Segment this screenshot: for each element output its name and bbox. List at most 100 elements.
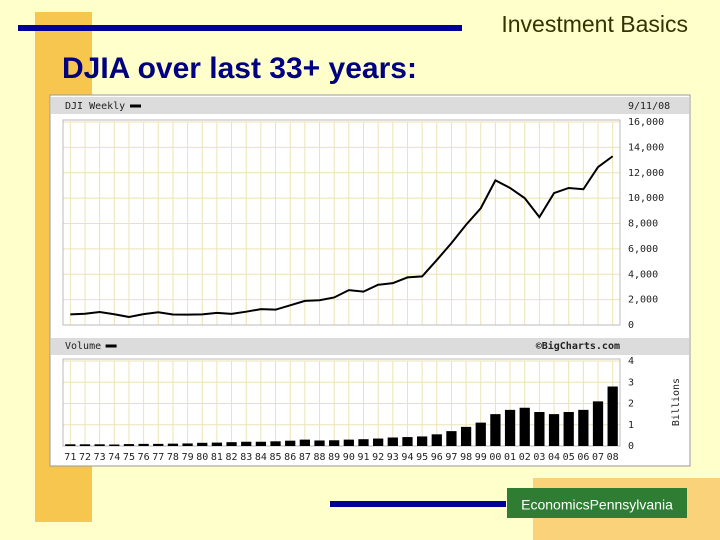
- volume-bar: [109, 444, 120, 446]
- x-tick-label: 89: [328, 452, 340, 463]
- y-tick-label: 2,000: [628, 295, 658, 306]
- volume-bar: [358, 439, 369, 446]
- x-tick-label: 87: [299, 452, 311, 463]
- x-tick-label: 77: [152, 452, 164, 463]
- volume-bar: [314, 440, 325, 446]
- legend-swatch: [105, 344, 117, 348]
- x-tick-label: 79: [182, 452, 194, 463]
- volume-bar: [446, 431, 457, 446]
- volume-bar: [460, 426, 472, 446]
- x-tick-label: 76: [138, 452, 150, 463]
- volume-bar: [197, 442, 208, 446]
- volume-bar: [167, 443, 179, 446]
- volume-bar: [329, 440, 340, 446]
- volume-bar: [299, 439, 310, 446]
- x-tick-label: 96: [431, 452, 443, 463]
- header: Investment Basics: [501, 11, 688, 37]
- volume-bar: [431, 434, 442, 446]
- volume-bar: [138, 443, 149, 446]
- x-tick-label: 06: [577, 452, 589, 463]
- y-tick-label: 14,000: [628, 142, 664, 153]
- volume-bar: [607, 386, 618, 446]
- volume-bar: [373, 438, 384, 446]
- top-rule: [18, 25, 462, 31]
- volume-bar: [211, 442, 223, 446]
- volume-bar: [182, 443, 193, 446]
- x-tick-label: 74: [108, 452, 120, 463]
- x-tick-label: 02: [519, 452, 531, 463]
- x-tick-label: 98: [460, 452, 472, 463]
- x-tick-label: 92: [372, 452, 384, 463]
- x-tick-label: 80: [196, 452, 208, 463]
- volume-bar: [255, 441, 267, 446]
- volume-bar: [578, 409, 589, 446]
- x-tick-label: 94: [401, 452, 413, 463]
- x-tick-label: 84: [255, 452, 267, 463]
- y-tick-label: 6,000: [628, 244, 658, 255]
- y-tick-label: 3: [628, 377, 634, 388]
- volume-bar: [519, 407, 530, 446]
- x-tick-label: 75: [123, 452, 135, 463]
- plot-frame: [62, 358, 621, 447]
- volume-header: [51, 338, 689, 355]
- x-tick-label: 83: [240, 452, 252, 463]
- x-tick-label: 88: [313, 452, 325, 463]
- price-line: [70, 155, 614, 319]
- x-tick-label: 91: [357, 452, 369, 463]
- source: ©BigCharts.com: [536, 340, 620, 352]
- x-tick-label: 81: [211, 452, 223, 463]
- legend-label: DJI Weekly: [65, 101, 125, 112]
- volume-bar: [534, 412, 545, 446]
- x-tick-label: 07: [592, 452, 604, 463]
- slide-title: DJIA over last 33+ years:: [62, 52, 417, 85]
- volume-bar: [416, 436, 428, 446]
- x-tick-label: 90: [343, 452, 355, 463]
- volume-bar: [563, 412, 574, 446]
- y-axis-label: Billions: [671, 378, 682, 426]
- logo: EconomicsPennsylvania: [521, 497, 673, 513]
- y-tick-label: 1: [628, 420, 634, 431]
- y-tick-label: 2: [628, 399, 634, 410]
- x-tick-label: 03: [533, 452, 545, 463]
- x-tick-label: 86: [284, 452, 296, 463]
- y-tick-label: 12,000: [628, 168, 664, 179]
- x-tick-label: 95: [416, 452, 428, 463]
- y-tick-label: 4: [628, 356, 634, 367]
- x-tick-label: 93: [387, 452, 399, 463]
- x-tick-label: 00: [489, 452, 501, 463]
- volume-bar: [548, 414, 560, 446]
- y-tick-label: 4,000: [628, 269, 658, 280]
- x-tick-label: 85: [270, 452, 282, 463]
- legend-label: Volume: [65, 341, 101, 352]
- volume-bar: [387, 437, 398, 446]
- volume-bar: [592, 401, 604, 446]
- logo-box: [507, 488, 687, 518]
- x-tick-label: 01: [504, 452, 516, 463]
- x-tick-label: 71: [64, 452, 76, 463]
- volume-bar: [504, 409, 516, 446]
- y-tick-label: 8,000: [628, 219, 658, 230]
- x-tick-label: 04: [548, 452, 560, 463]
- volume-bar: [65, 444, 76, 446]
- x-tick-label: 99: [475, 452, 487, 463]
- x-tick-label: 78: [167, 452, 179, 463]
- x-tick-label: 97: [445, 452, 457, 463]
- date-label: 9/11/08: [628, 101, 670, 112]
- volume-bar: [402, 437, 413, 446]
- x-tick-label: 72: [79, 452, 91, 463]
- y-tick-label: 0: [628, 320, 634, 331]
- plot-frame: [62, 119, 621, 326]
- volume-bar: [270, 441, 281, 446]
- volume-bar: [475, 422, 486, 446]
- volume-bar: [490, 414, 501, 446]
- volume-bar: [226, 442, 237, 446]
- x-tick-label: 73: [94, 452, 106, 463]
- volume-bar: [285, 440, 296, 446]
- price-header: [51, 97, 689, 114]
- chart: Billions ©BigCharts.com 9/11/08 0 2,000 4,…: [49, 94, 691, 467]
- x-tick-label: 08: [607, 452, 619, 463]
- y-tick-label: 10,000: [628, 193, 664, 204]
- y-tick-label: 0: [628, 441, 634, 452]
